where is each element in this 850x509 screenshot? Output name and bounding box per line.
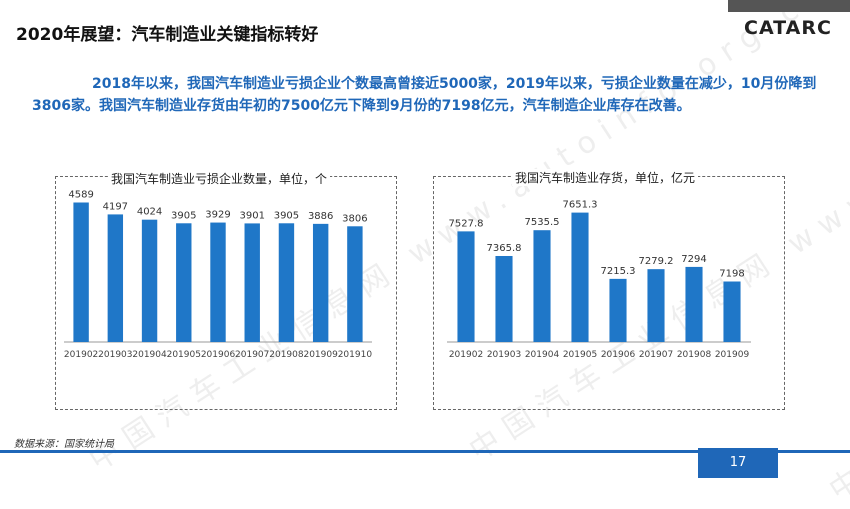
loss-enterprises-bar-chart: 4589 201902 4197 201903 4024 201904 3905 201905… <box>64 190 373 360</box>
bar <box>457 231 475 342</box>
data-label: 7535.5 <box>525 217 560 228</box>
page-number: 17 <box>698 448 778 478</box>
bar <box>571 212 589 342</box>
bar <box>533 230 551 342</box>
data-label: 3806 <box>342 213 367 224</box>
x-tick-label: 201908 <box>269 350 304 360</box>
bar <box>495 255 513 342</box>
x-tick-label: 201902 <box>449 350 483 360</box>
data-label: 3905 <box>171 210 196 221</box>
x-tick-label: 201910 <box>338 350 373 360</box>
bar <box>141 219 158 342</box>
x-tick-label: 201907 <box>235 350 269 360</box>
data-label: 4197 <box>103 201 128 212</box>
footer-line <box>0 450 850 453</box>
x-tick-label: 201907 <box>639 350 673 360</box>
bar <box>73 202 89 342</box>
data-label: 4589 <box>68 190 93 200</box>
data-label: 7365.8 <box>487 243 522 254</box>
bar <box>107 214 124 342</box>
bar <box>210 222 226 342</box>
x-tick-label: 201906 <box>601 350 636 360</box>
page-title: 2020年展望：汽车制造业关键指标转好 <box>16 25 319 45</box>
data-label: 4024 <box>137 207 162 218</box>
data-label: 7279.2 <box>639 256 674 267</box>
data-label: 3901 <box>239 210 264 221</box>
x-tick-label: 201904 <box>525 350 560 360</box>
x-tick-label: 201904 <box>132 350 167 360</box>
data-label: 7651.3 <box>563 200 598 211</box>
chart-title: 我国汽车制造业存货，单位，亿元 <box>512 169 699 186</box>
bar <box>347 226 363 342</box>
bar <box>176 223 192 342</box>
x-tick-label: 201908 <box>677 350 712 360</box>
catarc-logo: CATARC <box>744 17 832 39</box>
bar <box>244 223 260 342</box>
x-tick-label: 201909 <box>715 350 750 360</box>
x-tick-label: 201906 <box>201 350 236 360</box>
data-label: 7527.8 <box>449 218 484 229</box>
x-tick-label: 201903 <box>98 350 132 360</box>
data-source: 数据来源：国家统计局 <box>14 439 114 450</box>
x-tick-label: 201905 <box>563 350 597 360</box>
data-label: 7198 <box>719 269 744 280</box>
bar <box>647 269 665 342</box>
x-tick-label: 201903 <box>487 350 521 360</box>
data-label: 7215.3 <box>601 266 636 277</box>
x-tick-label: 201909 <box>303 350 338 360</box>
data-label: 7294 <box>681 254 706 265</box>
chart-title: 我国汽车制造业亏损企业数量，单位，个 <box>108 170 331 187</box>
x-tick-label: 201905 <box>167 350 201 360</box>
data-label: 3929 <box>205 210 230 221</box>
bar <box>723 281 741 342</box>
x-tick-label: 201902 <box>64 350 98 360</box>
bar <box>312 223 329 342</box>
bar <box>278 223 295 342</box>
data-label: 3886 <box>308 211 333 222</box>
inventory-bar-chart: 7527.8 201902 7365.8 201903 7535.5 201904 7651… <box>447 200 751 360</box>
data-label: 3905 <box>274 210 299 221</box>
header-accent-bar <box>728 0 850 12</box>
bar <box>609 278 627 342</box>
summary-text: 2018年以来，我国汽车制造业亏损企业个数最高曾接近5000家，2019年以来，… <box>32 76 817 114</box>
bar <box>685 266 703 342</box>
